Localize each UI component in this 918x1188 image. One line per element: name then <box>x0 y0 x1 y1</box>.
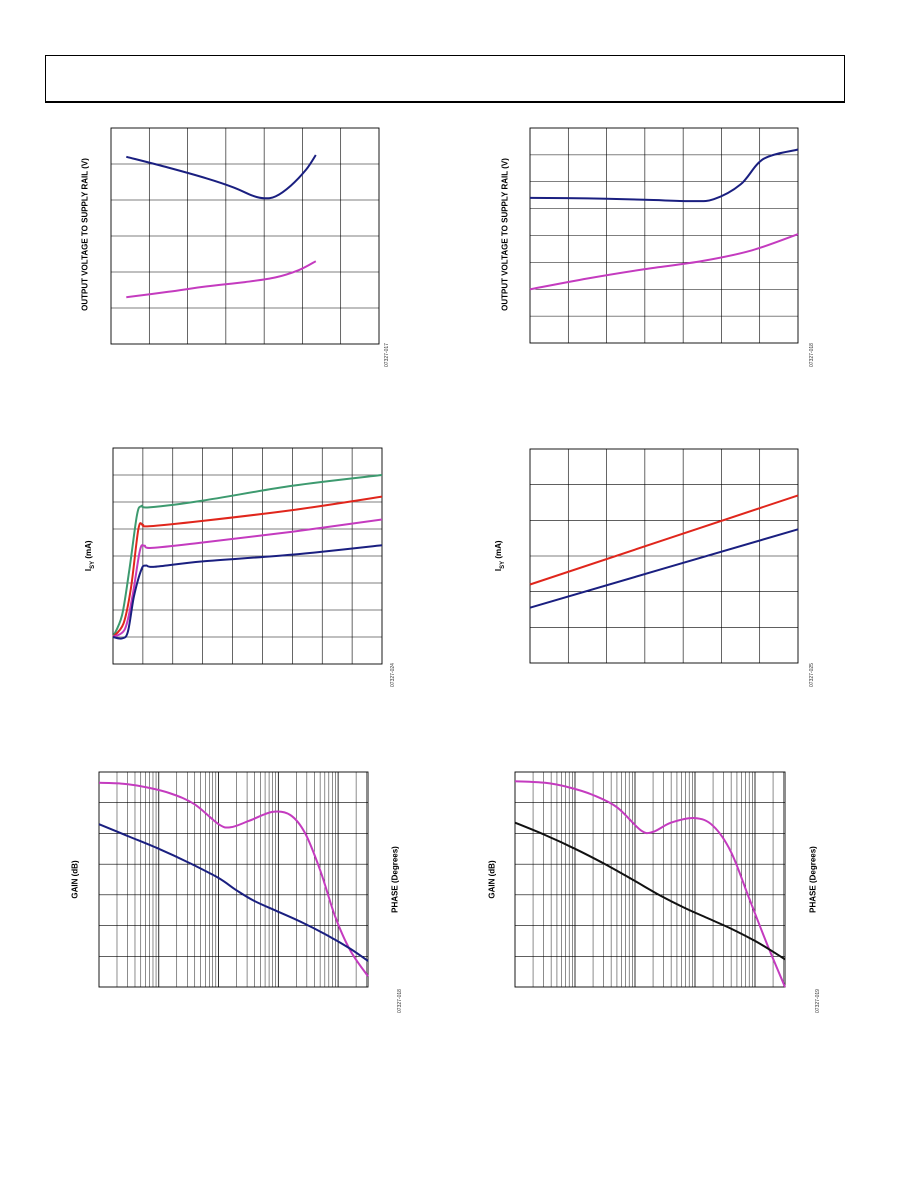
plot-frame <box>112 447 383 665</box>
plot-frame <box>110 127 380 345</box>
plot-frame <box>529 448 799 664</box>
series-line-1 <box>98 781 369 977</box>
plot-frame <box>98 771 369 988</box>
grid <box>111 128 379 344</box>
series-line-3 <box>112 518 383 638</box>
series-line-1 <box>529 148 799 203</box>
series-line-1 <box>529 494 799 586</box>
chart-plot <box>529 127 799 344</box>
chart-plot <box>110 127 380 345</box>
plot-frame <box>514 771 786 988</box>
chart-output-voltage-left: OUTPUT VOLTAGE TO SUPPLY RAIL (V) 07327-… <box>0 0 459 400</box>
series-line-2 <box>529 528 799 609</box>
grid <box>530 128 798 343</box>
chart-gain-phase-right: GAIN (dB) PHASE (Degrees) 07327-019 <box>488 771 821 1013</box>
chart-plot <box>112 447 383 665</box>
grid <box>515 772 785 987</box>
chart-plot <box>514 771 786 988</box>
grid <box>530 449 798 663</box>
series-line-4 <box>112 544 383 640</box>
chart-supply-current-right: ISY (mA) 07327-025 <box>494 448 815 687</box>
series-line-2 <box>98 823 369 962</box>
series-line-1 <box>126 154 317 200</box>
series-line-1 <box>112 474 383 638</box>
chart-plot <box>529 448 799 664</box>
series-line-2 <box>126 260 317 299</box>
chart-output-voltage-right: OUTPUT VOLTAGE TO SUPPLY RAIL (V) 07327-… <box>0 0 918 400</box>
series-line-1 <box>514 780 786 988</box>
chart-supply-current-left: ISY (mA) 07327-024 <box>0 0 459 720</box>
series-line-2 <box>529 233 799 291</box>
series-line-2 <box>514 821 786 961</box>
series-line-2 <box>112 495 383 638</box>
grid <box>99 772 368 987</box>
chart-plot <box>98 771 369 988</box>
grid <box>113 448 382 664</box>
chart-gain-phase-left: GAIN (dB) PHASE (Degrees) 07327-018 <box>0 0 459 1060</box>
plot-frame <box>529 127 799 344</box>
page-header-frame <box>45 55 845 103</box>
